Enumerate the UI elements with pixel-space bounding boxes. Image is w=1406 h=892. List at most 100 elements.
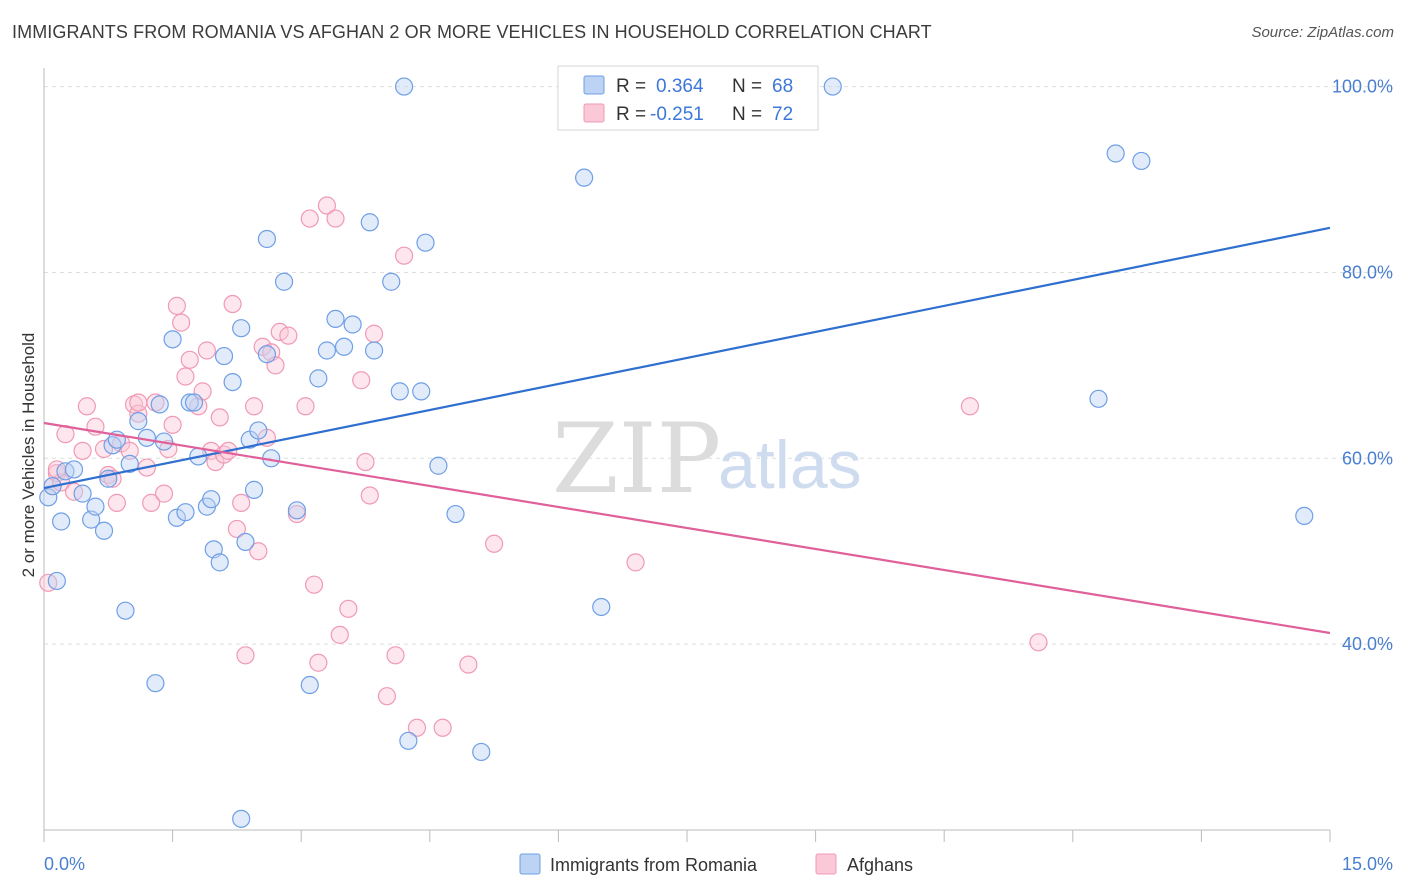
romania-point-41 bbox=[274, 272, 294, 291]
romania-point-64 bbox=[1106, 144, 1125, 163]
romania-point-65 bbox=[1132, 151, 1151, 171]
bottom-legend-swatch-romania bbox=[519, 853, 541, 875]
source-credit: Source: ZipAtlas.com bbox=[1251, 24, 1394, 41]
afghans-point-22 bbox=[163, 415, 182, 434]
romania-point-66 bbox=[1295, 506, 1314, 526]
legend-r-value-romania: 0.364 bbox=[656, 76, 704, 97]
legend-n-label-afghans: N = bbox=[732, 104, 762, 125]
afghans-point-32 bbox=[210, 408, 229, 427]
romania-points bbox=[39, 77, 1314, 828]
romania-point-54 bbox=[399, 731, 418, 750]
afghans-point-34 bbox=[223, 294, 242, 314]
x-tick-labels: 0.0% 15.0% bbox=[44, 854, 1393, 874]
watermark-zip: ZIP bbox=[552, 403, 721, 515]
afghans-point-39 bbox=[249, 542, 268, 561]
romania-point-45 bbox=[317, 341, 337, 360]
afghans-point-66 bbox=[626, 553, 645, 572]
romania-point-46 bbox=[326, 309, 345, 329]
y-axis-label: 2 or more Vehicles in Household bbox=[19, 333, 38, 578]
afghans-point-64 bbox=[459, 655, 478, 674]
romania-point-5 bbox=[64, 460, 84, 479]
romania-point-39 bbox=[257, 229, 277, 249]
afghans-point-62 bbox=[407, 718, 427, 737]
romania-point-43 bbox=[300, 675, 319, 695]
bottom-legend-afghans: Afghans bbox=[847, 855, 913, 875]
y-tick-label-2: 80.0% bbox=[1342, 262, 1393, 282]
romania-point-36 bbox=[244, 480, 264, 499]
romania-point-2 bbox=[47, 571, 66, 591]
afghans-trend-line bbox=[43, 421, 1331, 635]
romania-point-13 bbox=[116, 601, 135, 620]
afghans-point-26 bbox=[180, 350, 199, 369]
legend-n-value-afghans: 72 bbox=[772, 104, 793, 125]
romania-point-55 bbox=[412, 382, 431, 401]
stats-legend: R = 0.364 N = 68 R = -0.251 N = 72 bbox=[557, 65, 819, 131]
afghans-point-60 bbox=[386, 646, 405, 665]
romania-point-22 bbox=[176, 503, 195, 522]
legend-r-value-afghans: -0.251 bbox=[650, 104, 704, 125]
afghans-point-57 bbox=[360, 486, 379, 505]
afghans-point-14 bbox=[120, 441, 139, 460]
romania-point-29 bbox=[210, 553, 229, 572]
romania-point-48 bbox=[343, 315, 362, 334]
romania-point-3 bbox=[52, 512, 71, 531]
romania-point-0 bbox=[39, 488, 58, 507]
afghans-point-36 bbox=[232, 493, 251, 512]
bottom-legend: Immigrants from Romania Afghans bbox=[519, 853, 913, 875]
watermark: ZIP atlas bbox=[552, 403, 862, 515]
afghans-point-53 bbox=[330, 625, 349, 644]
romania-point-56 bbox=[416, 233, 435, 252]
afghans-point-67 bbox=[960, 397, 980, 416]
grid-lines bbox=[44, 86, 1394, 645]
afghans-point-38 bbox=[244, 397, 264, 416]
afghans-point-63 bbox=[433, 718, 452, 737]
afghans-point-55 bbox=[352, 371, 371, 390]
romania-point-52 bbox=[390, 382, 409, 401]
chart-title: IMMIGRANTS FROM ROMANIA VS AFGHAN 2 OR M… bbox=[12, 22, 932, 42]
romania-point-20 bbox=[163, 330, 182, 349]
legend-swatch-afghans bbox=[583, 103, 605, 123]
legend-r-label-afghans: R = bbox=[616, 104, 646, 125]
afghans-point-68 bbox=[1029, 633, 1048, 652]
romania-point-18 bbox=[150, 395, 169, 414]
legend-r-label-romania: R = bbox=[616, 76, 646, 97]
afghans-point-24 bbox=[172, 313, 191, 332]
romania-point-44 bbox=[309, 369, 328, 388]
afghans-point-56 bbox=[356, 452, 375, 472]
bottom-legend-romania: Immigrants from Romania bbox=[550, 855, 758, 875]
y-tick-label-3: 100.0% bbox=[1332, 77, 1393, 97]
romania-point-42 bbox=[287, 501, 307, 520]
afghans-point-52 bbox=[326, 209, 345, 228]
legend-swatch-romania bbox=[583, 75, 605, 95]
legend-n-label-romania: N = bbox=[732, 76, 762, 97]
romania-trend-line bbox=[43, 226, 1331, 490]
x-tick-label-1: 15.0% bbox=[1342, 854, 1393, 874]
romania-point-51 bbox=[382, 272, 401, 291]
romania-point-58 bbox=[446, 504, 465, 524]
afghans-point-49 bbox=[304, 575, 324, 594]
romania-point-24 bbox=[184, 393, 204, 412]
y-tick-labels: 40.0% 60.0% 80.0% 100.0% bbox=[1332, 77, 1393, 655]
afghans-point-6 bbox=[73, 441, 92, 460]
afghans-point-50 bbox=[309, 653, 328, 672]
romania-point-33 bbox=[232, 809, 251, 828]
romania-point-50 bbox=[364, 341, 384, 360]
afghans-point-58 bbox=[364, 324, 384, 343]
romania-point-38 bbox=[257, 345, 277, 364]
romania-point-31 bbox=[223, 372, 242, 392]
afghans-point-61 bbox=[394, 246, 414, 265]
bottom-legend-swatch-afghans bbox=[815, 853, 837, 875]
romania-point-34 bbox=[236, 532, 255, 552]
romania-point-60 bbox=[575, 168, 594, 187]
y-tick-label-1: 60.0% bbox=[1342, 448, 1393, 468]
romania-point-57 bbox=[429, 456, 448, 475]
afghans-point-47 bbox=[296, 397, 315, 416]
romania-point-59 bbox=[472, 742, 491, 762]
romania-point-17 bbox=[146, 674, 165, 693]
romania-point-61 bbox=[592, 597, 611, 617]
romania-point-30 bbox=[214, 346, 234, 366]
afghans-point-25 bbox=[176, 367, 195, 386]
watermark-atlas: atlas bbox=[718, 427, 862, 503]
afghans-point-20 bbox=[154, 484, 174, 503]
